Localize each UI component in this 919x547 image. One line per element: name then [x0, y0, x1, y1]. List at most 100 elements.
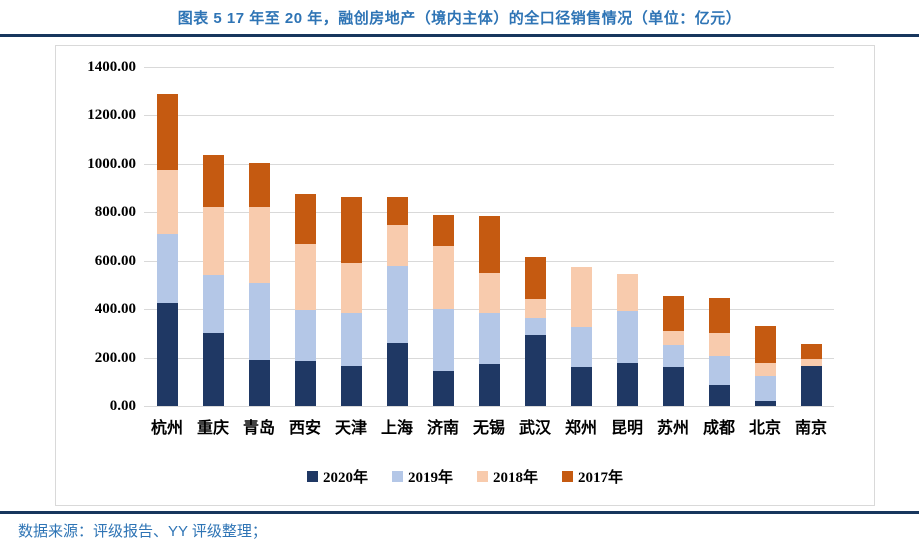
bar-segment [708, 385, 730, 406]
bar-segment [432, 214, 454, 247]
bar-segment [202, 207, 224, 276]
bar-segment [662, 295, 684, 331]
bar-segment [616, 310, 638, 364]
bar-segment [524, 334, 546, 406]
x-tick-label: 天津 [334, 420, 367, 437]
bar-segment [708, 298, 730, 333]
bar-segment [156, 234, 178, 304]
source-note: 数据来源：评级报告、YY 评级整理； [18, 523, 267, 540]
bar-segment [524, 257, 546, 299]
y-tick-label: 200.00 [94, 349, 136, 366]
bar-segment [340, 312, 362, 367]
legend-item: 2018年 [477, 466, 538, 487]
bar-segment [386, 266, 408, 343]
x-tick-label: 济南 [426, 420, 459, 437]
bar-segment [202, 333, 224, 406]
y-tick-label: 600.00 [94, 252, 136, 269]
bar-segment [708, 355, 730, 386]
x-tick-label: 郑州 [564, 420, 597, 437]
bar-segment [616, 363, 638, 406]
bar-segment [662, 367, 684, 406]
bar-segment [616, 274, 638, 311]
bar-segment [248, 162, 270, 208]
bar-segment [754, 326, 776, 363]
bar-segment [524, 298, 546, 319]
legend-item: 2020年 [306, 466, 368, 487]
bar-segment [478, 312, 500, 364]
bar-segment [800, 358, 822, 367]
bar-segment [386, 225, 408, 267]
legend-swatch [562, 471, 574, 482]
bar-segment [202, 155, 224, 208]
y-tick-label: 0.00 [109, 398, 136, 414]
gridline [144, 212, 834, 214]
legend-item: 2019年 [391, 466, 453, 487]
bar-segment [340, 263, 362, 313]
legend-label: 2017年 [578, 470, 624, 486]
top-rule [0, 34, 919, 37]
bar-segment [432, 370, 454, 406]
gridline [144, 406, 834, 407]
legend-swatch [306, 471, 318, 482]
page-title: 图表 5 17 年至 20 年，融创房地产（境内主体）的全口径销售情况（单位：亿… [177, 10, 742, 27]
bar-segment [202, 275, 224, 334]
bar-segment [478, 272, 500, 313]
bar-segment [570, 266, 592, 328]
legend-label: 2019年 [407, 470, 453, 486]
bar-segment [386, 197, 408, 226]
bar-segment [156, 303, 178, 406]
bar-segment [156, 93, 178, 170]
bar-segment [432, 246, 454, 310]
x-tick-label: 青岛 [242, 420, 275, 437]
x-tick-label: 成都 [702, 420, 735, 437]
x-tick-label: 北京 [748, 420, 781, 437]
bar-segment [754, 401, 776, 406]
legend-item: 2017年 [562, 466, 623, 487]
x-tick-label: 南京 [794, 420, 827, 437]
bar-segment [800, 366, 822, 406]
x-tick-label: 杭州 [150, 420, 183, 437]
y-tick-label: 1400.00 [87, 59, 136, 75]
bar-segment [248, 360, 270, 406]
bar-segment [754, 362, 776, 377]
y-tick-label: 1200.00 [87, 107, 136, 124]
x-tick-label: 上海 [380, 420, 413, 437]
bar-segment [570, 327, 592, 368]
bar-segment [570, 367, 592, 406]
bar-segment [294, 361, 316, 406]
bar-segment [294, 243, 316, 311]
x-tick-label: 武汉 [518, 420, 551, 437]
legend-swatch [477, 471, 488, 482]
legend-label: 2020年 [322, 470, 368, 486]
gridline [144, 115, 834, 117]
bar-segment [340, 366, 362, 406]
legend-swatch [391, 471, 403, 482]
bar-segment [524, 318, 546, 335]
bar-segment [294, 310, 316, 362]
y-tick-label: 400.00 [94, 301, 136, 318]
bar-segment [248, 282, 270, 361]
x-tick-label: 西安 [288, 420, 321, 437]
bar-segment [478, 215, 500, 273]
x-tick-label: 无锡 [472, 420, 505, 437]
gridline [144, 163, 834, 165]
y-tick-label: 1000.00 [87, 155, 136, 172]
bar-segment [800, 344, 822, 359]
x-tick-label: 昆明 [610, 420, 643, 437]
x-tick-label: 重庆 [196, 420, 229, 437]
y-tick-label: 800.00 [94, 204, 136, 221]
bar-segment [294, 194, 316, 244]
bar-segment [432, 309, 454, 371]
plot-area: 杭州 重庆 青岛 西安 天津 上海 济南 无锡 武汉 郑州 昆明 苏州 成都 北京 南京 [144, 67, 834, 437]
bar-segment [662, 344, 684, 368]
bar-segment [156, 169, 178, 235]
bar-segment [662, 330, 684, 345]
bar-segment [340, 196, 362, 264]
chart-frame: 杭州 重庆 青岛 西安 天津 上海 济南 无锡 武汉 郑州 昆明 苏州 成都 北京 南京 2020年 2019… [55, 45, 875, 506]
bar-segment [754, 376, 776, 402]
legend-label: 2018年 [493, 470, 539, 486]
bottom-rule [0, 511, 919, 514]
gridline [144, 67, 834, 68]
chart-legend: 2020年 2019年 2018年 2017年 [56, 466, 874, 487]
x-tick-label: 苏州 [656, 420, 689, 437]
